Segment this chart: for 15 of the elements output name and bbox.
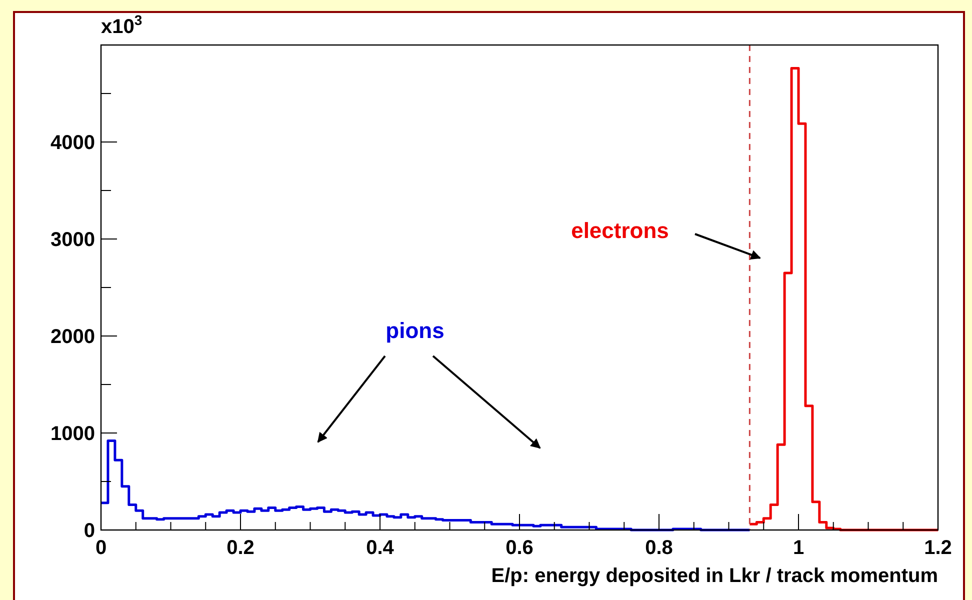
x-tick-label: 0.6 [506, 537, 534, 559]
x-tick-label: 0.4 [366, 537, 395, 559]
y-axis-title: x10$^{3}$ [101, 12, 142, 38]
y-tick-label: 1000 [50, 423, 95, 445]
y-tick-label: 3000 [50, 229, 95, 251]
y-tick-label: 2000 [50, 326, 95, 348]
x-tick-label: 1 [792, 537, 804, 559]
x-tick-label: 1.2 [924, 537, 952, 559]
y-tick-label: 4000 [50, 132, 95, 154]
x-tick-label: 0.8 [645, 537, 673, 559]
text: electrons [571, 218, 669, 243]
x-tick-label: 0.2 [226, 537, 254, 559]
y-tick-label: 0 [84, 520, 95, 542]
x-axis-title: E/p: energy deposited in Lkr / track momentum [491, 565, 938, 587]
text: pions [386, 318, 444, 343]
